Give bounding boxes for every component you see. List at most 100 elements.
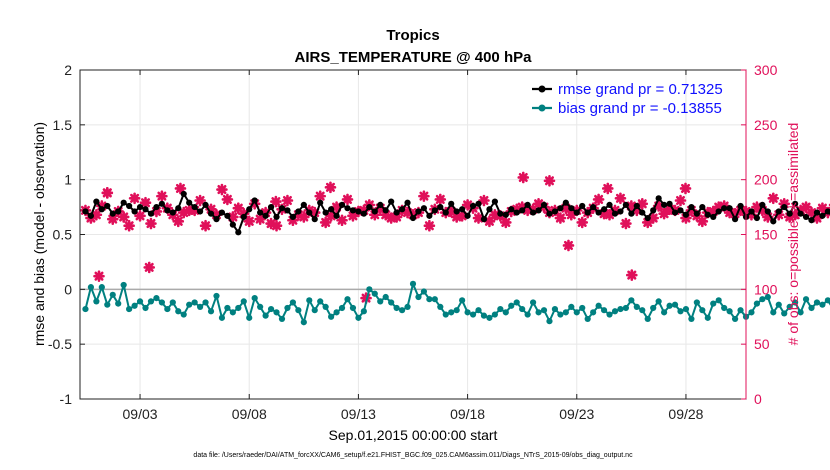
bias-point	[557, 311, 564, 318]
bias-point	[737, 307, 744, 314]
obs-assimilated-point	[762, 211, 774, 223]
obs-assimilated-point	[368, 208, 381, 221]
bias-point	[262, 312, 269, 319]
obs-assimilated-point	[385, 212, 397, 224]
obs-assimilated-point	[243, 215, 256, 228]
bias-series	[82, 280, 830, 326]
bias-point	[398, 307, 406, 314]
obs-assimilated-point	[265, 217, 277, 230]
bias-point	[819, 301, 826, 308]
rmse-point	[524, 201, 531, 208]
rmse-point	[289, 213, 297, 221]
bias-point	[486, 314, 493, 321]
rmse-point	[262, 212, 269, 219]
obs-assimilated-point	[751, 201, 763, 213]
rmse-point	[131, 208, 138, 215]
rmse-point	[540, 201, 548, 208]
bias-point	[415, 293, 422, 301]
obs-assimilated-point	[663, 203, 676, 216]
obs-assimilated-point	[794, 204, 807, 217]
bias-point	[338, 304, 346, 312]
rmse-point	[606, 201, 613, 208]
rmse-point	[824, 208, 830, 215]
bias-point	[584, 315, 591, 323]
obs-assimilated-point	[456, 210, 468, 222]
y-right-axis-ticks: 0 50 100 150 200 250 300	[741, 62, 778, 407]
rmse-point	[404, 199, 411, 206]
rmse-point	[792, 200, 799, 207]
rmse-point	[136, 203, 144, 211]
obs-assimilated-point	[609, 204, 621, 217]
obs-assimilated-point	[210, 208, 223, 221]
bias-point	[142, 304, 149, 312]
obs-assimilated-point	[330, 201, 343, 213]
rmse-point	[420, 205, 428, 212]
y-right-tick-label: 50	[754, 336, 770, 352]
rmse-point	[628, 210, 635, 217]
obs-assimilated-point	[390, 211, 403, 223]
legend: rmse grand pr = 0.71325 bias grand pr = …	[532, 81, 723, 117]
obs-assimilated-point	[341, 193, 354, 206]
rmse-point	[770, 218, 777, 225]
rmse-point	[775, 208, 782, 215]
rmse-point	[371, 208, 378, 215]
bias-point	[382, 293, 389, 301]
obs-outlier-point	[625, 269, 638, 281]
y-right-tick-label: 250	[754, 117, 778, 133]
rmse-point	[682, 211, 690, 218]
bias-point	[824, 297, 830, 304]
bias-point	[278, 315, 286, 323]
bias-point	[388, 299, 395, 306]
rmse-point	[224, 212, 231, 219]
obs-outlier-point	[601, 182, 614, 195]
rmse-point	[349, 207, 357, 214]
bias-point	[622, 304, 630, 312]
bias-point	[240, 298, 247, 305]
bias-point	[655, 298, 662, 305]
rmse-point	[360, 210, 367, 217]
bias-point	[590, 309, 597, 316]
rmse-point	[126, 202, 133, 210]
rmse-point	[759, 201, 766, 208]
rmse-point	[98, 206, 105, 213]
obs-assimilated-point	[532, 197, 545, 210]
obs-assimilated-point	[805, 206, 818, 219]
bias-point	[540, 307, 548, 314]
y-tick-label: 1	[64, 172, 72, 188]
obs-assimilated-point	[156, 190, 168, 202]
rmse-point	[726, 205, 733, 212]
bias-point	[731, 315, 739, 323]
rmse-point	[115, 208, 122, 215]
obs-assimilated-point	[232, 202, 245, 214]
bias-point	[257, 303, 264, 310]
legend-rmse-label: rmse grand pr = 0.71325	[558, 81, 723, 98]
bias-point	[606, 311, 613, 318]
obs-outlier-point	[562, 239, 575, 252]
bias-point	[464, 309, 471, 316]
rmse-point	[87, 212, 95, 219]
obs-assimilated-point	[789, 208, 801, 221]
bias-point	[207, 308, 215, 315]
obs-assimilated-point	[811, 212, 823, 224]
bias-point	[497, 305, 504, 313]
bias-point	[699, 307, 706, 314]
rmse-point	[295, 208, 302, 215]
bias-point	[753, 300, 761, 307]
x-tick-label: 09/28	[668, 406, 703, 422]
data-file-footnote: data file: /Users/raeder/DAI/ATM_forcXX/…	[193, 452, 633, 459]
bias-point	[93, 298, 100, 305]
rmse-point	[251, 197, 258, 204]
rmse-point	[671, 209, 679, 216]
obs-assimilated-point	[652, 200, 665, 212]
obs-assimilated-point	[270, 219, 283, 232]
bias-point	[721, 304, 728, 312]
bias-point	[726, 308, 733, 315]
bias-point	[710, 300, 717, 307]
bias-point	[617, 305, 624, 313]
rmse-point	[306, 209, 313, 216]
rmse-point	[207, 210, 215, 217]
obs-assimilated-point	[205, 203, 217, 216]
rmse-point	[240, 213, 247, 221]
obs-assimilated-point	[707, 205, 720, 218]
